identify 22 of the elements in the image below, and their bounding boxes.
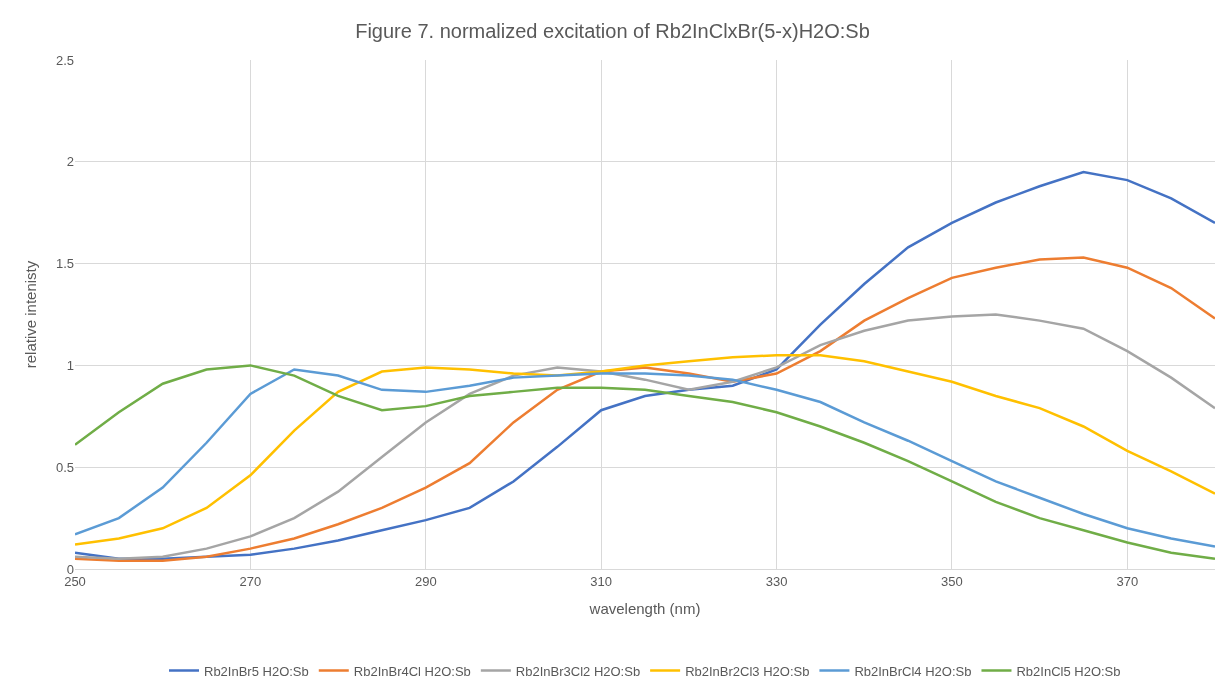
x-tick-label: 270 [239,573,262,589]
legend-label: Rb2InBr4Cl H2O:Sb [353,663,471,679]
y-tick-label: 1 [66,357,74,373]
x-tick-label: 330 [765,573,788,589]
legend-label: Rb2InBrCl4 H2O:Sb [854,663,972,679]
y-tick-label: 1.5 [55,256,74,272]
line-series [75,313,1215,561]
legend-label: Rb2InBr5 H2O:Sb [204,663,309,679]
line-series [75,256,1215,563]
y-tick-label: 0.5 [55,459,74,475]
y-tick-label: 2 [66,154,74,170]
chart-title: Figure 7. normalized excitation of Rb2InClxBr(5-x)H2O:Sb [355,20,870,43]
legend-label: Rb2InCl5 H2O:Sb [1016,663,1121,679]
legend-label: Rb2InBr2Cl3 H2O:Sb [685,663,810,679]
x-tick-label: 310 [590,573,612,589]
legend-label: Rb2InBr3Cl2 H2O:Sb [515,663,641,679]
x-tick-label: 350 [941,573,963,589]
x-axis-title: wavelength (nm) [588,599,701,617]
y-axis-title: relative intenisty [22,260,40,369]
x-tick-label: 290 [414,573,437,589]
x-tick-label: 370 [1116,573,1139,589]
y-tick-label: 2.5 [55,52,74,68]
